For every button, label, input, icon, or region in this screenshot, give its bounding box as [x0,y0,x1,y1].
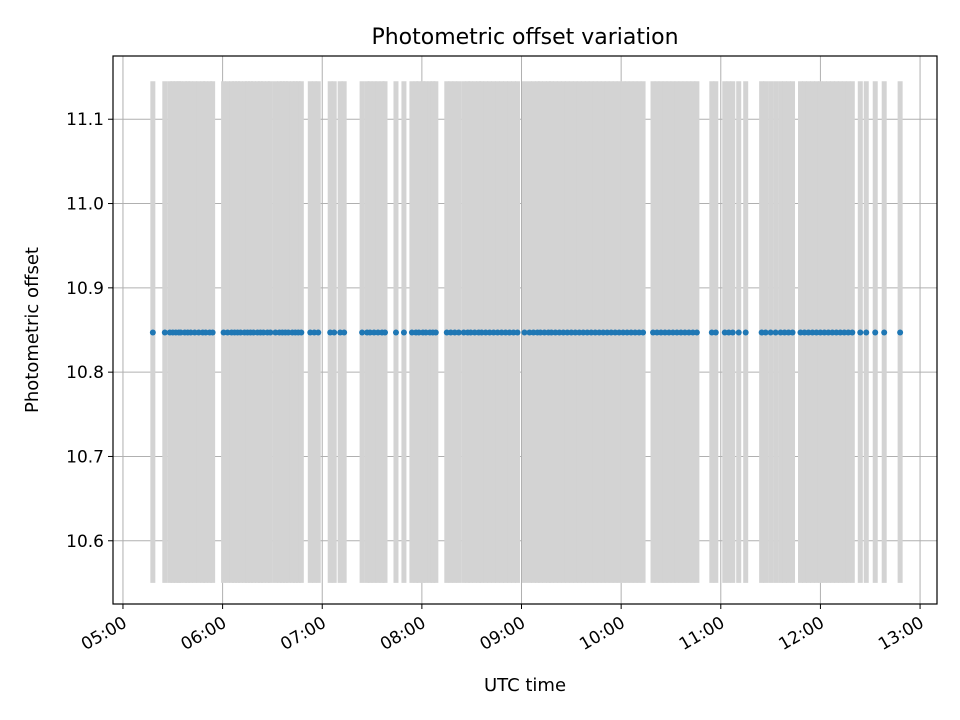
data-points [149,329,904,336]
y-tick-label-2: 10.8 [66,363,104,383]
y-tick-label-5: 11.1 [66,110,104,130]
data-point-156 [863,329,870,336]
y-axis-ticks: 10.6 10.7 10.8 10.9 11.0 11.1 [66,110,113,552]
data-point-155 [857,329,864,336]
data-point-159 [897,329,904,336]
data-point-134 [762,329,769,336]
data-point-46 [341,329,348,336]
data-point-127 [712,329,719,336]
data-point-130 [729,329,736,336]
data-point-154 [849,329,856,336]
data-point-55 [400,329,407,336]
data-point-131 [735,329,742,336]
data-point-83 [521,329,528,336]
data-point-39 [298,329,305,336]
data-point-125 [693,329,700,336]
y-tick-label-4: 11.0 [66,195,104,215]
data-point-53 [382,329,389,336]
data-point-67 [455,329,462,336]
data-point-47 [359,329,366,336]
data-point-113 [640,329,647,336]
x-axis-label: UTC time [484,675,566,696]
data-point-132 [742,329,749,336]
data-point-158 [881,329,888,336]
y-tick-label-3: 10.9 [66,279,104,299]
data-point-135 [767,329,774,336]
data-point-30 [267,329,274,336]
y-tick-label-1: 10.7 [66,447,104,467]
y-tick-label-0: 10.6 [66,532,104,552]
data-point-136 [772,329,779,336]
data-point-42 [315,329,322,336]
chart-title: Photometric offset variation [371,25,678,50]
data-point-54 [392,329,399,336]
y-axis-label: Photometric offset [22,247,43,413]
data-point-140 [789,329,796,336]
data-point-44 [331,329,338,336]
data-point-63 [432,329,439,336]
data-point-0 [149,329,156,336]
data-point-82 [514,329,521,336]
plot-frame [112,55,938,605]
data-point-15 [209,329,216,336]
data-point-1 [161,329,168,336]
data-point-157 [872,329,879,336]
